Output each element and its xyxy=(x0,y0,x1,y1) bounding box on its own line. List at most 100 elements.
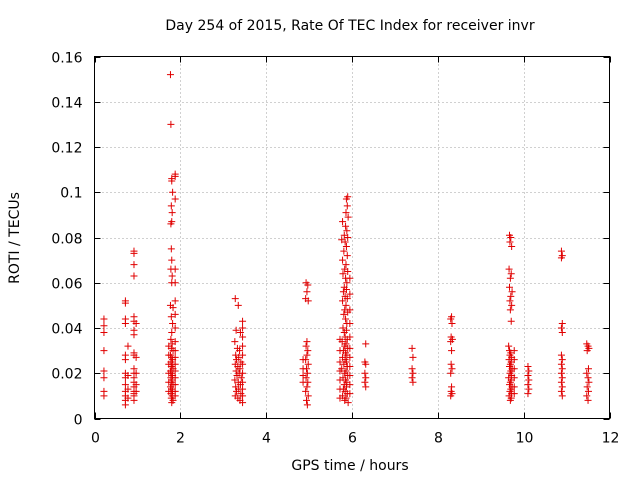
data-point xyxy=(341,238,349,246)
data-point xyxy=(233,387,241,395)
data-point xyxy=(100,347,108,355)
data-point xyxy=(505,265,513,273)
data-point xyxy=(524,390,532,398)
data-point xyxy=(510,347,518,355)
x-tick-label: 2 xyxy=(176,431,185,447)
data-point xyxy=(234,301,242,309)
axis-ticks xyxy=(94,56,611,420)
data-point xyxy=(508,288,516,296)
data-point xyxy=(239,342,247,350)
data-point xyxy=(346,290,354,298)
data-point xyxy=(303,288,311,296)
data-point xyxy=(171,392,179,400)
data-point xyxy=(510,365,518,373)
x-tick-label: 12 xyxy=(602,431,620,447)
data-point xyxy=(302,342,310,350)
data-point xyxy=(340,329,348,337)
data-point xyxy=(339,218,347,226)
x-tick-label: 0 xyxy=(91,431,100,447)
data-point xyxy=(167,202,175,210)
data-point xyxy=(299,365,307,373)
data-point xyxy=(168,256,176,264)
data-point xyxy=(409,353,417,361)
data-point xyxy=(121,319,129,327)
y-axis-tick-labels: 0 0.02 0.04 0.06 0.08 0.1 0.12 0.14 0.16 xyxy=(51,51,82,429)
data-point xyxy=(303,369,311,377)
data-point xyxy=(506,283,514,291)
data-point xyxy=(100,315,108,323)
data-point xyxy=(132,387,140,395)
data-point xyxy=(303,338,311,346)
data-point xyxy=(165,360,173,368)
data-point xyxy=(339,270,347,278)
data-point xyxy=(121,299,129,307)
data-point xyxy=(508,243,516,251)
data-point xyxy=(239,360,247,368)
data-point xyxy=(169,319,177,327)
data-point xyxy=(447,369,455,377)
data-points xyxy=(100,71,593,409)
data-point xyxy=(409,369,417,377)
data-point xyxy=(171,195,179,203)
data-point xyxy=(346,390,354,398)
data-point xyxy=(169,304,177,312)
data-point xyxy=(346,344,354,352)
data-point xyxy=(557,254,565,262)
data-point xyxy=(171,381,179,389)
data-point xyxy=(583,347,591,355)
data-point xyxy=(506,238,514,246)
data-point xyxy=(510,390,518,398)
y-axis-label: ROTI / TECUs xyxy=(7,192,23,284)
data-point xyxy=(304,347,312,355)
x-tick-label: 8 xyxy=(434,431,443,447)
data-point xyxy=(171,279,179,287)
data-point xyxy=(304,297,312,305)
data-point xyxy=(100,322,108,330)
data-point xyxy=(447,315,455,323)
data-point xyxy=(124,385,132,393)
data-point xyxy=(344,213,352,221)
data-point xyxy=(510,383,518,391)
data-point xyxy=(584,396,592,404)
data-point xyxy=(525,385,533,393)
data-point xyxy=(557,378,565,386)
data-point xyxy=(507,234,515,241)
data-point xyxy=(303,351,311,359)
data-point xyxy=(505,342,513,350)
data-point xyxy=(124,342,132,350)
data-point xyxy=(344,399,352,407)
data-point xyxy=(165,387,173,395)
data-point xyxy=(100,374,108,382)
data-point xyxy=(121,356,129,364)
data-point xyxy=(344,267,352,275)
data-point xyxy=(346,333,354,341)
data-point xyxy=(343,252,351,260)
data-point xyxy=(299,356,307,364)
data-point xyxy=(346,319,354,327)
data-point xyxy=(132,353,140,361)
y-tick-label: 0.02 xyxy=(51,367,82,383)
data-point xyxy=(168,399,176,407)
chart-title: Day 254 of 2015, Rate Of TEC Index for r… xyxy=(165,18,534,34)
data-point xyxy=(236,347,244,355)
data-point xyxy=(167,335,175,343)
data-point xyxy=(344,234,352,241)
x-tick-label: 4 xyxy=(262,431,271,447)
data-point xyxy=(171,374,179,382)
y-tick-label: 0.1 xyxy=(60,186,82,202)
data-point xyxy=(237,374,245,382)
grid xyxy=(94,56,610,419)
data-point xyxy=(130,331,138,339)
data-point xyxy=(121,401,129,409)
data-point xyxy=(303,401,311,409)
data-point xyxy=(336,367,344,375)
data-point xyxy=(339,297,347,305)
data-point xyxy=(239,369,247,377)
data-point xyxy=(506,274,514,282)
data-point xyxy=(447,338,455,346)
data-point xyxy=(583,383,591,391)
data-point xyxy=(167,245,175,253)
data-point xyxy=(525,367,533,375)
data-point xyxy=(342,301,350,309)
